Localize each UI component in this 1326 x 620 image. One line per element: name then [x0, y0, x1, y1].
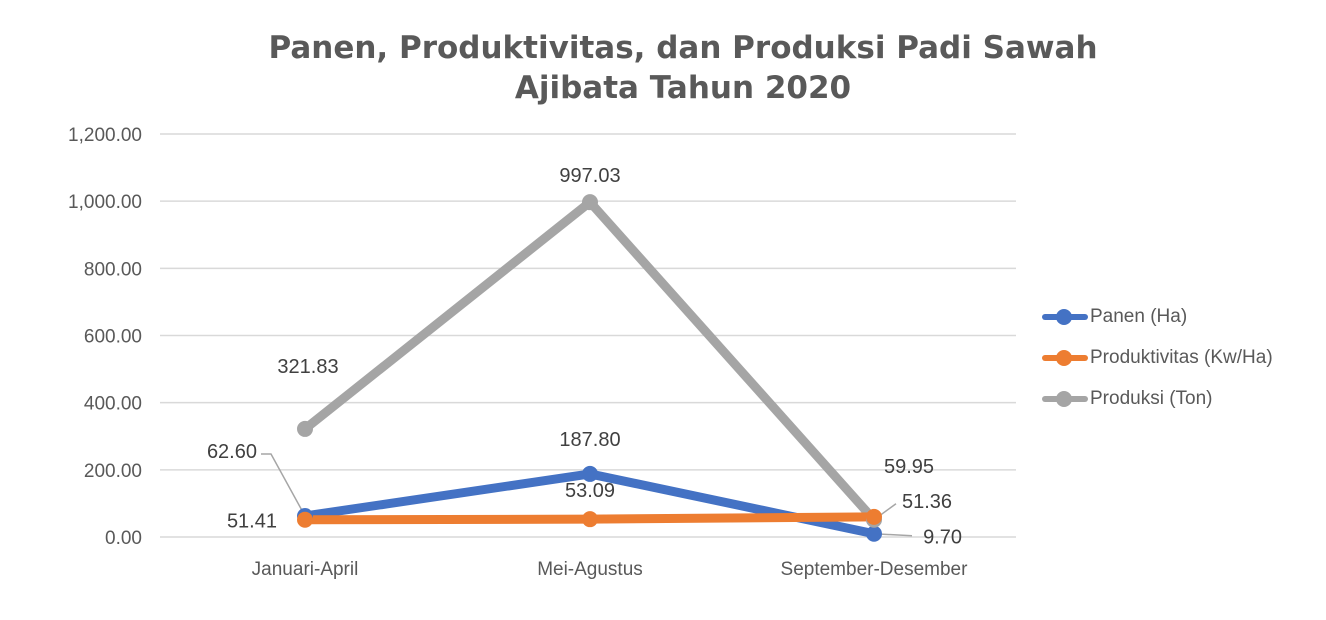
y-tick-label: 600.00	[84, 327, 142, 348]
y-tick-label: 1,000.00	[68, 192, 142, 213]
legend-item-panen[interactable]: Panen (Ha)	[1040, 296, 1273, 337]
x-tick-label: September-Desember	[781, 559, 969, 580]
data-point	[582, 511, 598, 528]
data-label: 187.80	[559, 429, 620, 451]
y-tick-label: 0.00	[105, 528, 142, 549]
data-label: 53.09	[565, 480, 615, 502]
y-tick-label: 1,200.00	[68, 125, 142, 146]
data-label: 997.03	[559, 165, 620, 187]
legend-label-produktivitas: Produktivitas (Kw/Ha)	[1090, 346, 1273, 368]
data-label: 51.36	[902, 491, 952, 513]
legend-swatch-panen	[1040, 307, 1090, 327]
data-point	[297, 420, 313, 437]
data-label: 9.70	[923, 527, 962, 549]
legend-swatch-produktivitas	[1040, 348, 1090, 368]
chart-title-line-2: Ajibata Tahun 2020	[514, 70, 852, 106]
x-axis-ticks: Januari-April Mei-Agustus September-Desemb…	[252, 559, 968, 580]
y-tick-label: 800.00	[84, 259, 142, 280]
data-point	[582, 194, 598, 211]
chart-title: Panen, Produktivitas, dan Produksi Padi …	[150, 28, 1216, 108]
data-labels: 62.60 187.80 9.70 51.41 53.09 59.95 321.83 997.…	[207, 165, 962, 549]
data-point	[297, 511, 313, 528]
legend-label-panen: Panen (Ha)	[1090, 305, 1188, 327]
series-points	[297, 194, 882, 542]
y-tick-label: 400.00	[84, 394, 142, 415]
data-point	[582, 465, 598, 482]
y-axis-ticks: 0.00 200.00 400.00 600.00 800.00 1,000.00 1,20…	[68, 125, 142, 549]
legend-swatch-produksi	[1040, 389, 1090, 409]
legend: Panen (Ha) Produktivitas (Kw/Ha) Produks…	[1040, 296, 1273, 419]
data-label: 62.60	[207, 441, 257, 463]
legend-label-produksi: Produksi (Ton)	[1090, 387, 1213, 409]
legend-item-produktivitas[interactable]: Produktivitas (Kw/Ha)	[1040, 337, 1273, 378]
data-label: 59.95	[884, 456, 934, 478]
legend-item-produksi[interactable]: Produksi (Ton)	[1040, 378, 1273, 419]
data-point	[866, 525, 882, 542]
y-tick-label: 200.00	[84, 461, 142, 482]
data-point	[866, 508, 882, 525]
chart-title-line-1: Panen, Produktivitas, dan Produksi Padi …	[268, 30, 1098, 66]
data-label: 51.41	[227, 511, 277, 533]
x-tick-label: Januari-April	[252, 559, 359, 580]
data-label: 321.83	[277, 356, 338, 378]
label-leader-line	[261, 453, 306, 517]
x-tick-label: Mei-Agustus	[537, 559, 643, 580]
gridlines	[160, 133, 1016, 538]
